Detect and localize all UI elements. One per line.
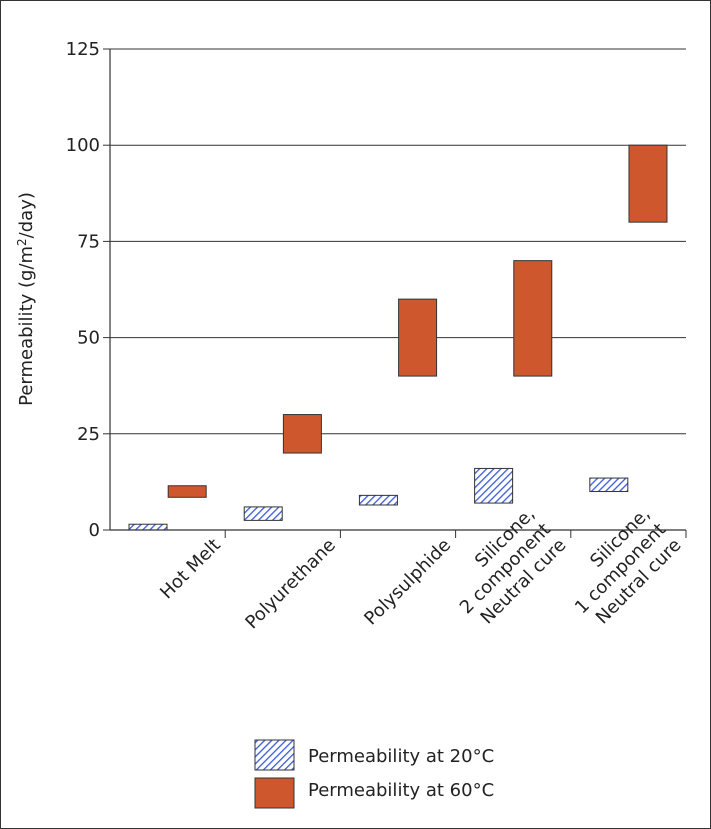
- range-bar: [358, 494, 398, 506]
- x-tick-label: Hot Melt: [156, 535, 225, 604]
- y-tick-label: 50: [77, 328, 100, 349]
- legend-label-60c: Permeability at 60°C: [308, 780, 494, 801]
- y-axis-label: Permeability (g/m2/day): [15, 192, 37, 406]
- x-tick-label: Silicone,2 componentNeutral cure: [440, 504, 570, 634]
- gridlines: [110, 48, 686, 435]
- range-bar: [282, 414, 322, 454]
- y-tick-label: 75: [77, 231, 100, 252]
- range-bar: [513, 260, 553, 377]
- legend-swatch-60c: [254, 777, 295, 809]
- range-bar: [128, 523, 168, 531]
- x-tick-label: Silicone,1 componentNeutral cure: [555, 504, 685, 634]
- y-tick-label: 0: [89, 520, 100, 541]
- legend-label-20c: Permeability at 20°C: [308, 746, 494, 767]
- x-tick-label: Polysulphide: [360, 535, 455, 630]
- x-tick-label: Polyurethane: [241, 535, 340, 634]
- range-bar: [628, 144, 668, 223]
- y-tick-label: 100: [66, 135, 100, 156]
- bars: [128, 144, 668, 531]
- y-tick-label: 25: [77, 424, 100, 445]
- range-bar: [589, 477, 629, 493]
- range-bar: [398, 298, 438, 377]
- y-tick-labels: 0 25 50 75 100 125: [66, 39, 100, 541]
- range-bar: [474, 467, 514, 504]
- range-bar: [243, 506, 283, 521]
- x-tick-labels: Hot Melt Polyurethane Polysulphide Silicone…: [156, 504, 685, 634]
- y-tick-label: 125: [66, 39, 100, 60]
- legend: Permeability at 20°C Permeability at 60°…: [254, 739, 494, 809]
- axes: [103, 48, 687, 538]
- legend-swatch-20c: [254, 739, 295, 771]
- range-bar: [167, 485, 207, 498]
